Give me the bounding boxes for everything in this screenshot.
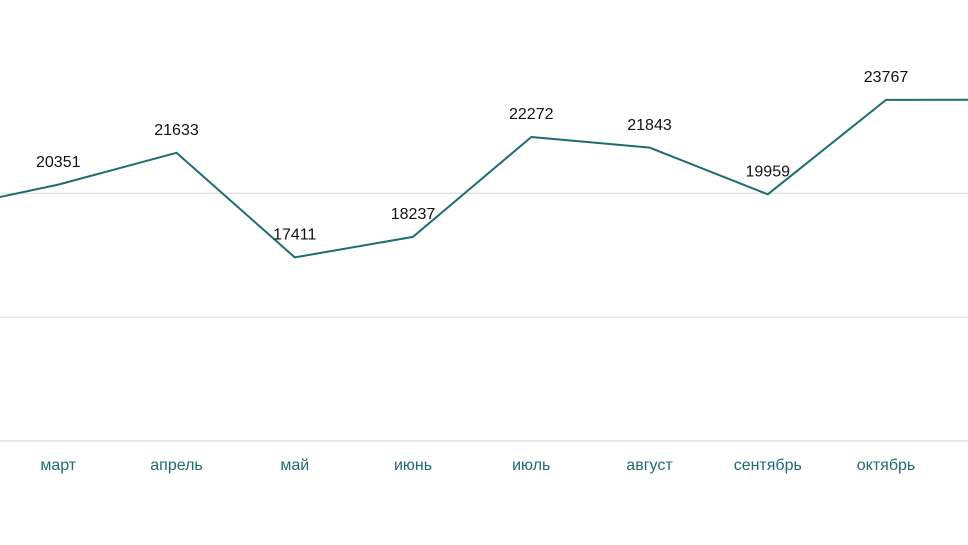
x-tick-label: август [626,457,673,474]
line [0,98,968,259]
data-label: 21633 [154,122,199,139]
x-tick-label: июнь [394,457,432,474]
data-label: 22272 [509,106,554,123]
data-label: 19959 [746,163,791,180]
data-label: 17411 [273,227,316,244]
data-label: 20351 [36,154,81,171]
x-tick-label: октябрь [857,457,915,474]
x-tick-label: сентябрь [734,457,802,474]
data-label: 23767 [864,69,909,86]
x-tick-label: апрель [150,457,203,474]
data-label: 18237 [391,206,436,223]
x-tick-label: март [40,457,76,474]
x-tick-label: май [280,457,309,474]
data-label: 21843 [627,117,672,134]
x-tick-label: июль [512,457,550,474]
